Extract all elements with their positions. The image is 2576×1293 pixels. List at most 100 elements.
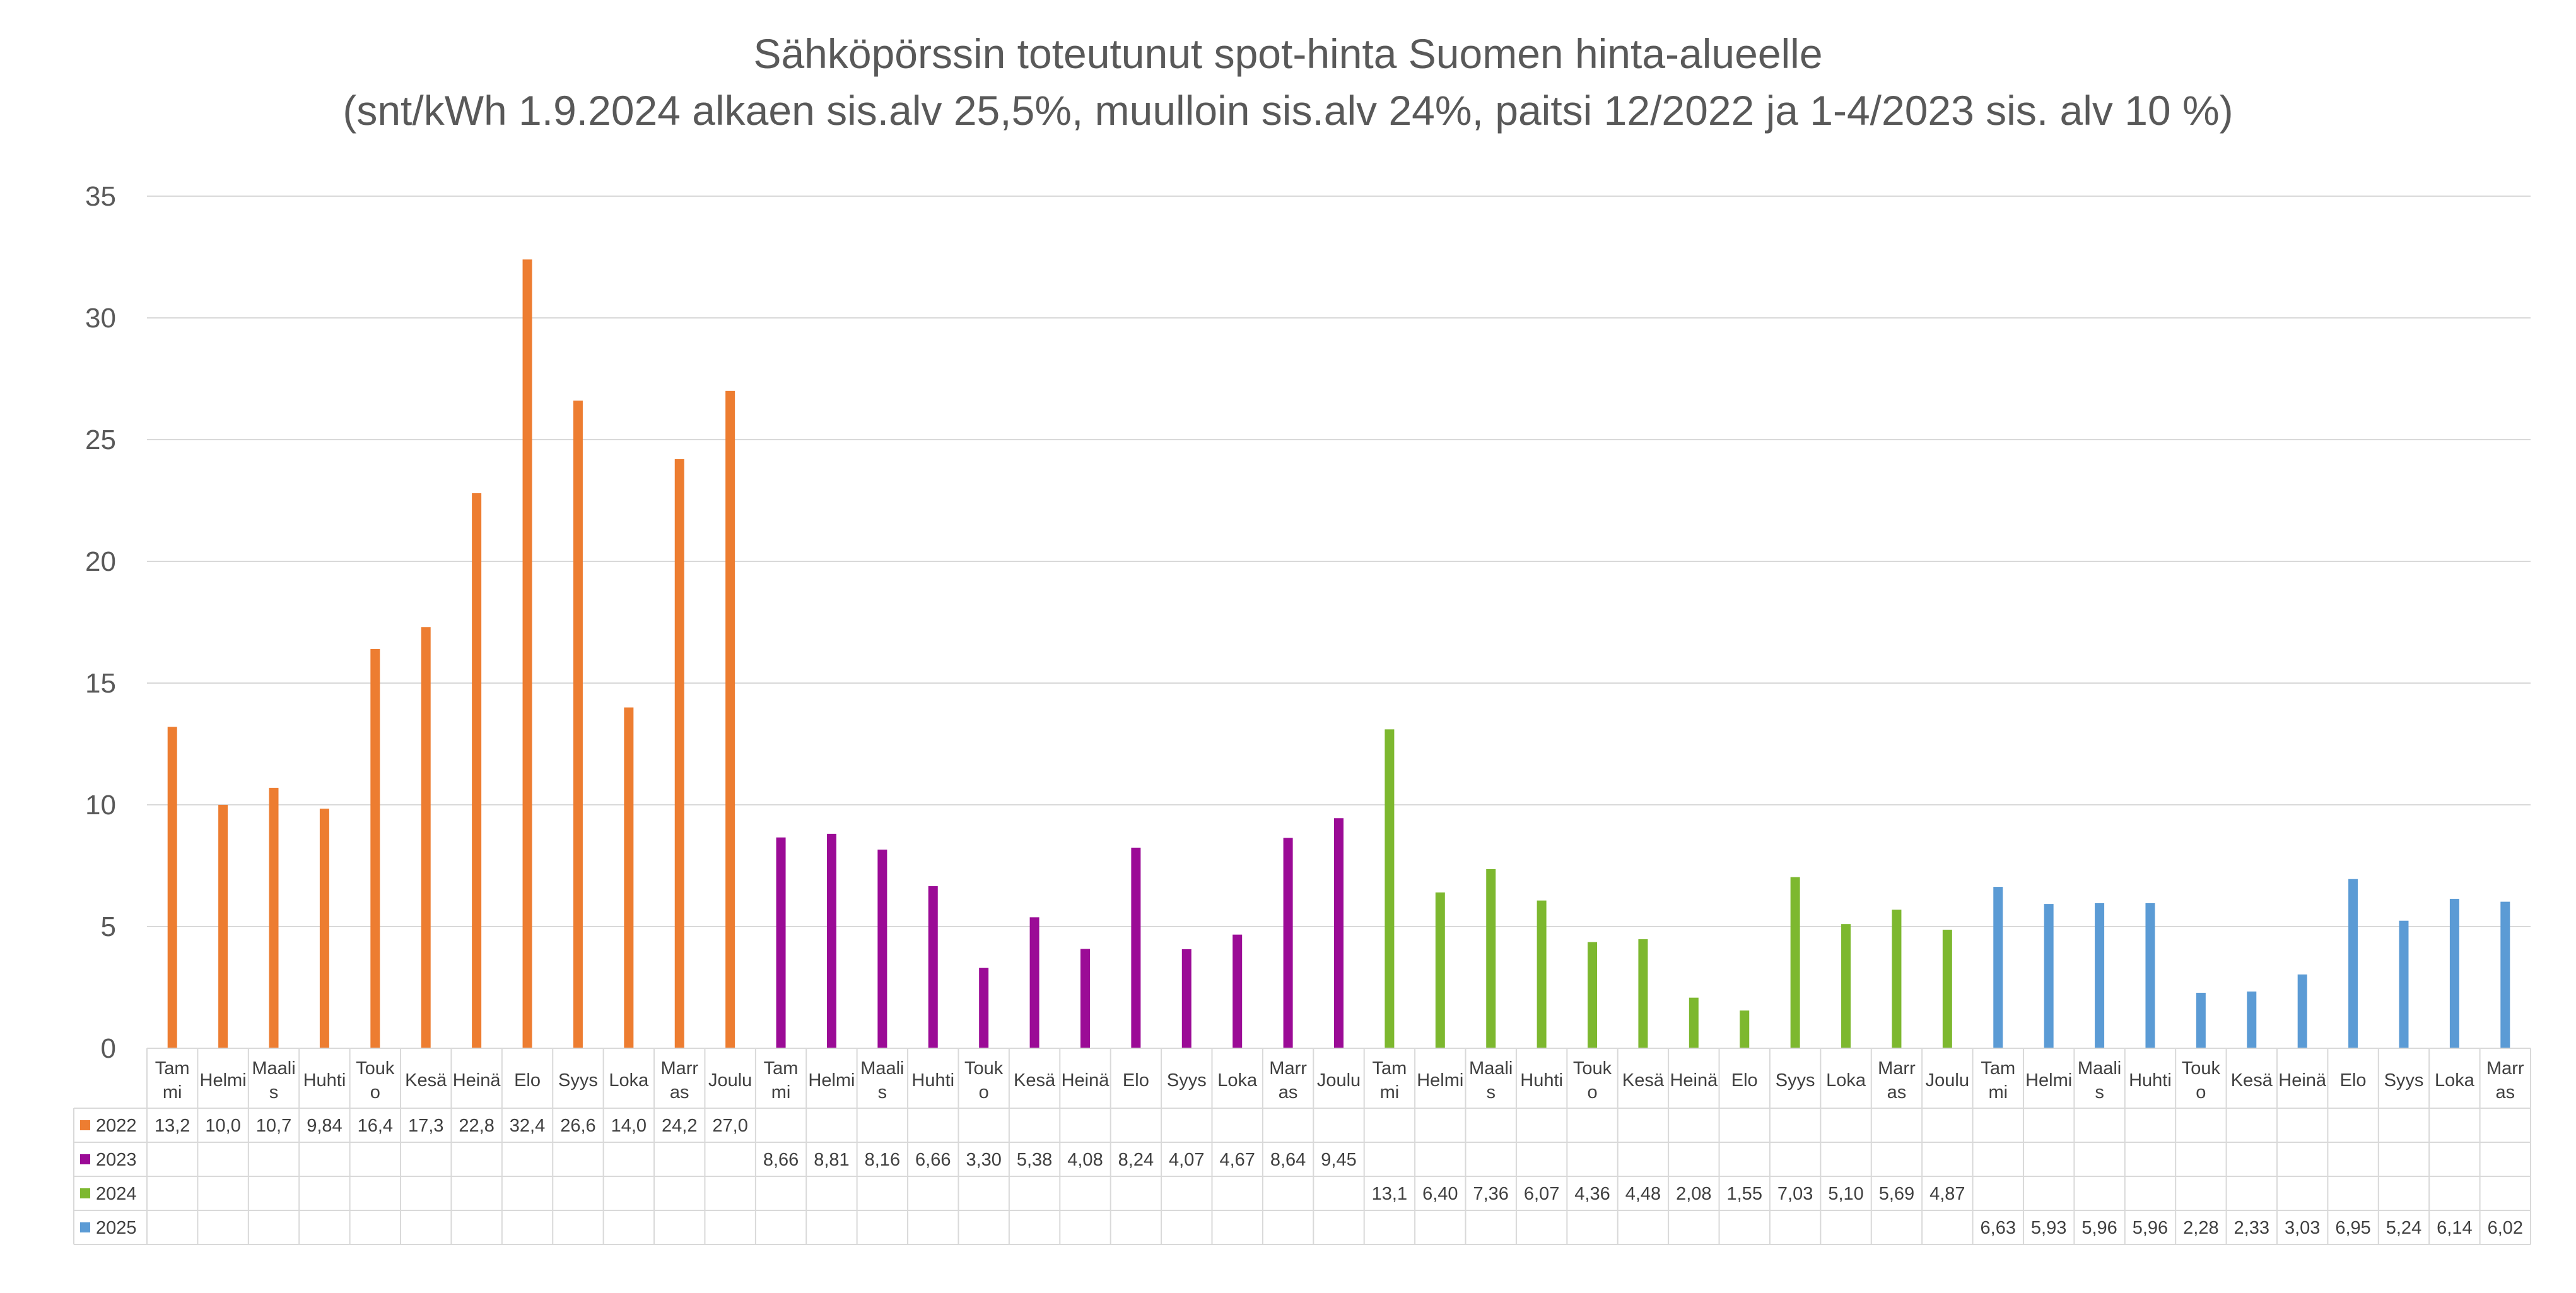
month-label: Loka (1826, 1070, 1866, 1091)
data-label: 6,14 (2437, 1218, 2472, 1238)
y-axis-ticks: 0 5 10 15 20 25 30 35 (85, 181, 116, 1064)
month-label: Elo (1731, 1070, 1758, 1091)
month-label: o (370, 1082, 380, 1103)
legend-label: 2024 (96, 1184, 137, 1204)
y-tick-label: 15 (85, 668, 116, 699)
data-label: 5,10 (1828, 1184, 1863, 1204)
bars (167, 259, 2510, 1048)
data-label: 26,6 (560, 1116, 595, 1136)
month-label: Syys (558, 1070, 598, 1091)
bar (826, 833, 836, 1048)
legend-label: 2025 (96, 1218, 137, 1238)
bar (2399, 920, 2409, 1048)
month-label: Kesä (1622, 1070, 1665, 1091)
bar (877, 850, 887, 1048)
data-label: 4,36 (1574, 1184, 1610, 1204)
month-label: Kesä (405, 1070, 447, 1091)
month-label: Elo (1123, 1070, 1149, 1091)
bar (2348, 879, 2358, 1048)
chart-title: Sähköpörssin toteutunut spot-hinta Suome… (753, 30, 1822, 77)
bar (2044, 904, 2054, 1048)
data-label: 9,45 (1321, 1150, 1356, 1170)
data-label: 3,03 (2285, 1218, 2320, 1238)
month-label: Loka (2435, 1070, 2475, 1091)
month-label: Syys (2384, 1070, 2424, 1091)
y-tick-label: 0 (101, 1033, 116, 1064)
bar (1486, 869, 1496, 1048)
month-label: o (979, 1082, 989, 1103)
bar (1588, 942, 1598, 1048)
data-label: 16,4 (358, 1116, 393, 1136)
bar (2297, 974, 2307, 1048)
month-label: mi (1380, 1082, 1400, 1103)
bar (370, 648, 380, 1048)
chart-subtitle: (snt/kWh 1.9.2024 alkaen sis.alv 25,5%, … (342, 87, 2233, 134)
data-label: 14,0 (611, 1116, 647, 1136)
month-label: Maali (2078, 1058, 2121, 1079)
data-label: 4,07 (1169, 1150, 1204, 1170)
bar (2196, 992, 2206, 1048)
month-label: s (1486, 1082, 1496, 1103)
bar (2145, 903, 2155, 1048)
data-label: 5,69 (1879, 1184, 1914, 1204)
month-label: mi (1988, 1082, 2008, 1103)
month-label: Huhti (911, 1070, 954, 1091)
bar (1080, 949, 1090, 1048)
y-tick-label: 10 (85, 790, 116, 821)
data-label: 4,48 (1625, 1184, 1661, 1204)
bar (319, 809, 329, 1048)
legend-key (80, 1154, 90, 1164)
y-tick-label: 30 (85, 303, 116, 334)
bar (1029, 917, 1039, 1048)
y-tick-label: 5 (101, 911, 116, 942)
month-label: Helmi (808, 1070, 855, 1091)
bar (725, 390, 735, 1048)
data-label: 5,93 (2031, 1218, 2066, 1238)
month-label: Huhti (2129, 1070, 2172, 1091)
month-label: as (1279, 1082, 1298, 1103)
bar (522, 259, 532, 1048)
y-tick-label: 20 (85, 546, 116, 577)
data-label: 6,02 (2488, 1218, 2523, 1238)
month-label: s (2095, 1082, 2104, 1103)
data-label: 8,24 (1118, 1150, 1154, 1170)
data-label: 2,33 (2234, 1218, 2269, 1238)
data-label: 7,36 (1473, 1184, 1508, 1204)
bar (1435, 892, 1445, 1048)
bar (1181, 949, 1191, 1048)
month-label: mi (771, 1082, 791, 1103)
month-label: Heinä (1670, 1070, 1718, 1091)
month-label: as (1887, 1082, 1907, 1103)
data-label: 5,96 (2081, 1218, 2117, 1238)
bar (1892, 910, 1902, 1048)
bar (674, 459, 684, 1048)
bar (269, 787, 279, 1048)
month-label: Syys (1776, 1070, 1815, 1091)
month-label: as (2495, 1082, 2515, 1103)
legend-label: 2022 (96, 1116, 137, 1136)
month-label: Tam (155, 1058, 190, 1079)
month-label: Helmi (200, 1070, 247, 1091)
data-label: 32,4 (510, 1116, 545, 1136)
data-label: 8,66 (763, 1150, 799, 1170)
data-label: 17,3 (408, 1116, 443, 1136)
data-label: 22,8 (459, 1116, 494, 1136)
bar (1283, 838, 1293, 1048)
month-label: Huhti (303, 1070, 346, 1091)
month-label: Syys (1167, 1070, 1207, 1091)
data-label: 7,03 (1777, 1184, 1813, 1204)
bar (1689, 997, 1699, 1048)
data-label: 13,2 (155, 1116, 190, 1136)
month-label: Joulu (1926, 1070, 1969, 1091)
data-label: 5,38 (1017, 1150, 1052, 1170)
month-label: Joulu (1317, 1070, 1361, 1091)
bar (2500, 901, 2510, 1048)
bar (2247, 992, 2257, 1048)
legend-key (80, 1188, 90, 1198)
month-label: Loka (609, 1070, 649, 1091)
month-label: Touk (356, 1058, 395, 1079)
data-label: 6,63 (1981, 1218, 2016, 1238)
month-label: Joulu (708, 1070, 752, 1091)
month-label: Kesä (2231, 1070, 2273, 1091)
